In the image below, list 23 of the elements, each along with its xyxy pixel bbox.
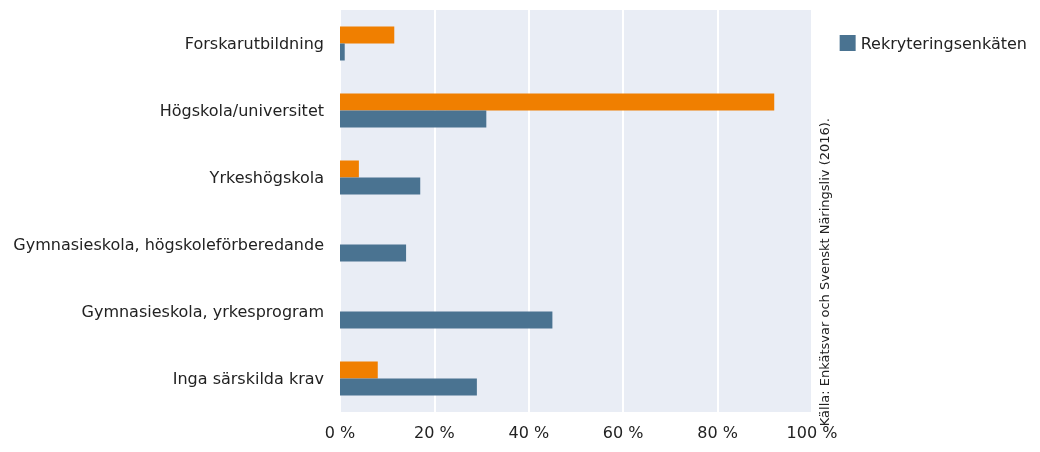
text: Källa: Enkätsvar och Svenskt Näringsliv (2016). [817,117,832,427]
bar [340,378,477,396]
bar [340,43,345,61]
bar [340,93,775,111]
bar [340,244,407,262]
x-tick-label: 0 % [324,422,356,442]
x-tick-label: 60 % [602,422,644,442]
legend-label: Rekryteringsenkäten [860,33,1027,53]
y-tick-label: Gymnasieskola, yrkesprogram [81,302,324,321]
y-tick-label: Yrkeshögskola [208,168,324,187]
x-tick-label: 80 % [697,422,738,442]
bar [340,177,421,195]
y-tick-label: Inga särskilda krav [172,369,324,388]
bar [340,311,553,329]
bar [340,160,359,178]
bar [340,361,378,379]
y-tick-label: Högskola/universitet [159,101,324,120]
bar [340,110,487,128]
x-tick-label: 40 % [508,422,550,442]
y-tick-label: Forskarutbildning [184,34,324,53]
x-tick-label: 20 % [414,422,455,442]
y-tick-label: Gymnasieskola, högskoleförberedande [13,235,324,254]
bar [340,26,395,44]
